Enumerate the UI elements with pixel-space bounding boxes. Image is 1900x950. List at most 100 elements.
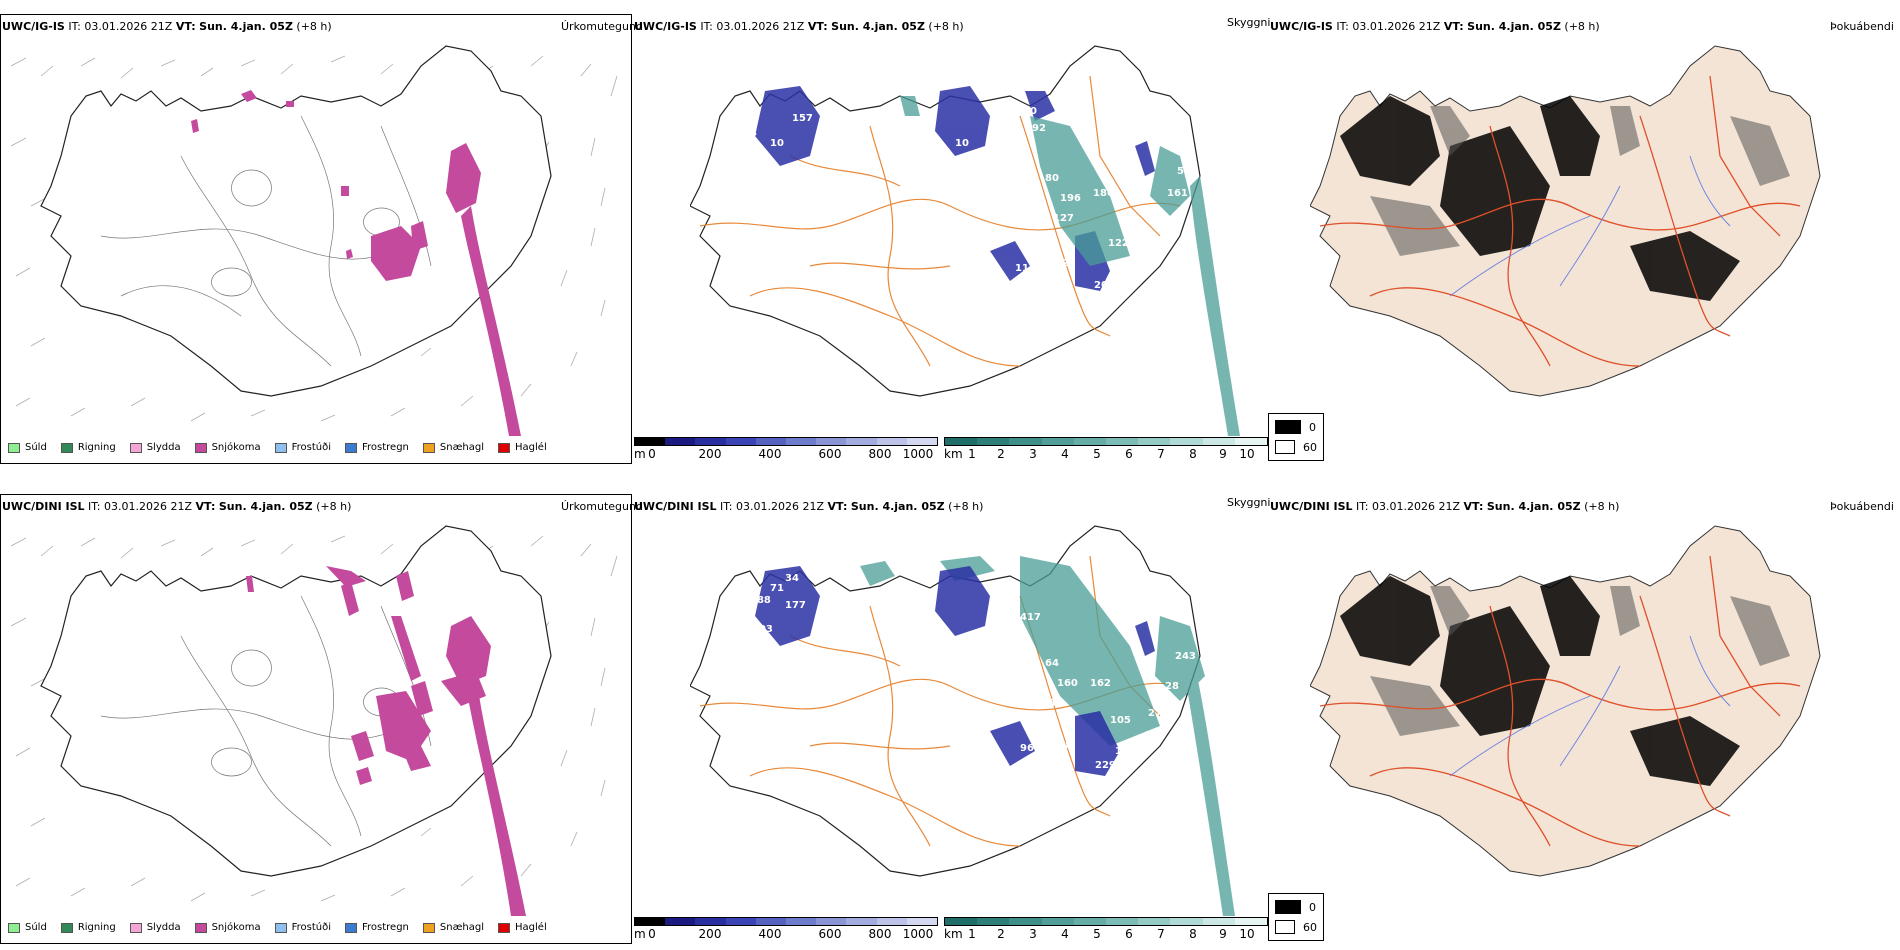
- map-value-label: 570: [1177, 166, 1198, 177]
- precip-type-title: Úrkomutegund: [561, 20, 643, 33]
- colorbar-tick: 200: [698, 927, 722, 941]
- precip-type-map: [10, 525, 618, 916]
- fog-legend-row: 0: [1275, 420, 1317, 434]
- legend-item: Súld: [8, 922, 47, 933]
- legend-swatch: [129, 922, 142, 933]
- colorbar-tick: 1: [968, 927, 976, 941]
- map-value-label: 177: [785, 600, 806, 611]
- map-value-label: 196: [1060, 193, 1081, 204]
- map-value-label: 111: [1015, 263, 1036, 274]
- legend-swatch: [8, 442, 20, 453]
- fog-legend: 0 60: [1268, 893, 1324, 941]
- legend-item: Snæhagl: [422, 922, 484, 933]
- legend-swatch: [422, 442, 435, 453]
- row-1: UWC/IG-IS IT: 03.01.2026 21Z VT: Sun. 4.…: [0, 0, 1900, 470]
- legend-swatch: [129, 442, 142, 453]
- colorbar-tick: 200: [698, 447, 722, 461]
- colorbar-tick: 7: [1157, 927, 1165, 941]
- map-value-label: 123: [1035, 698, 1056, 709]
- colorbar-tick: 8: [1189, 447, 1197, 461]
- colorbar-tick: 9: [1219, 447, 1227, 461]
- map-value-label: 243: [1175, 651, 1196, 662]
- legend-item: Slydda: [129, 922, 181, 933]
- map-value-label: 0: [1030, 106, 1037, 117]
- map-value-label: 10: [770, 138, 784, 149]
- fog-title: Þokuábendi: [1830, 20, 1894, 33]
- colorbar-tick: 3: [1029, 447, 1037, 461]
- map-value-label: 188: [750, 595, 771, 606]
- colorbar-tick: 800: [868, 447, 892, 461]
- map-value-label: 200: [1094, 280, 1115, 291]
- colorbar-tick: 8: [1189, 927, 1197, 941]
- legend-swatch: [8, 922, 20, 933]
- legend-swatch: [194, 922, 207, 933]
- fog-map: [1310, 525, 1821, 877]
- legend-item: Haglél: [498, 922, 547, 933]
- panel-header: UWC/IG-IS IT: 03.01.2026 21Z VT: Sun. 4.…: [1270, 20, 1600, 33]
- map-value-label: 115: [1110, 263, 1131, 274]
- fog-legend-box: [1275, 420, 1301, 434]
- map-value-label: 96: [1020, 743, 1034, 754]
- map-value-label: 82: [1055, 258, 1069, 269]
- map-value-label: 122: [1108, 238, 1129, 249]
- legend-swatch: [498, 922, 511, 933]
- colorbar-tick: 4: [1061, 447, 1069, 461]
- cloud-title: Skyggni: [1227, 16, 1271, 29]
- precip-type-frame: [0, 494, 632, 944]
- map-value-label: 103: [752, 624, 773, 635]
- map-value-label: 8: [750, 128, 757, 139]
- fog-title: Þokuábendi: [1830, 500, 1894, 513]
- row-2: UWC/DINI ISL IT: 03.01.2026 21Z VT: Sun.…: [0, 480, 1900, 950]
- colorbar-unit: km: [944, 927, 963, 941]
- colorbar-cells: [944, 917, 1268, 926]
- colorbar-tick: 400: [758, 447, 782, 461]
- legend-item: Rigning: [60, 922, 116, 933]
- fog-legend-box: [1275, 900, 1301, 914]
- legend-item: Frostregn: [345, 922, 409, 933]
- legend-swatch: [60, 922, 73, 933]
- colorbar-cells: [944, 437, 1268, 446]
- map-value-label: 186: [1093, 188, 1114, 199]
- map-value-label: 80: [1045, 173, 1059, 184]
- colorbar-tick: 0: [648, 927, 656, 941]
- colorbar-tick: 6: [1125, 927, 1133, 941]
- map-value-label: 183: [1160, 216, 1181, 227]
- map-value-label: 105: [1110, 715, 1131, 726]
- legend-item: Frostregn: [345, 442, 409, 453]
- colorbar-tick: 1000: [902, 927, 934, 941]
- map-value-label: 417: [1020, 612, 1041, 623]
- legend-swatch: [274, 922, 287, 933]
- map-value-label: 157: [792, 113, 813, 124]
- legend-swatch: [60, 442, 73, 453]
- colorbar-tick: 2: [997, 447, 1005, 461]
- legend-item: Frostúði: [274, 442, 331, 453]
- colorbar-tick: 800: [868, 927, 892, 941]
- colorbar-tick: 6: [1125, 447, 1133, 461]
- cloud-base-map: 157 10 8 10 0 92 80 196 186 127 570 161 …: [690, 45, 1240, 436]
- precip-type-map: [10, 45, 618, 436]
- precip-type-title: Úrkomutegund: [561, 500, 643, 513]
- map-value-label: 64: [1045, 658, 1059, 669]
- colorbar-tick: 7: [1157, 447, 1165, 461]
- fog-legend-row: 0: [1275, 900, 1317, 914]
- map-value-label: 130: [1115, 746, 1136, 757]
- fog-legend: 0 60: [1268, 413, 1324, 461]
- colorbar-tick: 0: [648, 447, 656, 461]
- legend-swatch: [345, 922, 357, 933]
- cloud-base-colorbar: m 0 200 400 600 800 1000: [634, 437, 938, 461]
- colorbar-tick: 2: [997, 927, 1005, 941]
- legend-swatch: [194, 442, 207, 453]
- colorbar-tick: 4: [1061, 927, 1069, 941]
- legend-item: Súld: [8, 442, 47, 453]
- colorbar-tick: 400: [758, 927, 782, 941]
- iceland-coastline: [40, 525, 552, 877]
- map-value-label: 162: [1090, 678, 1111, 689]
- colorbar-tick: 1: [968, 447, 976, 461]
- precip-type-legend: Súld Rigning Slydda Snjókoma Frostúði Fr…: [8, 442, 547, 453]
- panel-header: UWC/IG-IS IT: 03.01.2026 21Z VT: Sun. 4.…: [2, 20, 332, 33]
- colorbar-cells: [634, 917, 938, 926]
- panel-header: UWC/DINI ISL IT: 03.01.2026 21Z VT: Sun.…: [634, 500, 984, 513]
- legend-item: Snjókoma: [194, 922, 261, 933]
- visibility-colorbar: km 1 2 3 4 5 6 7 8 9 10: [944, 437, 1268, 461]
- fog-legend-box: [1275, 920, 1295, 934]
